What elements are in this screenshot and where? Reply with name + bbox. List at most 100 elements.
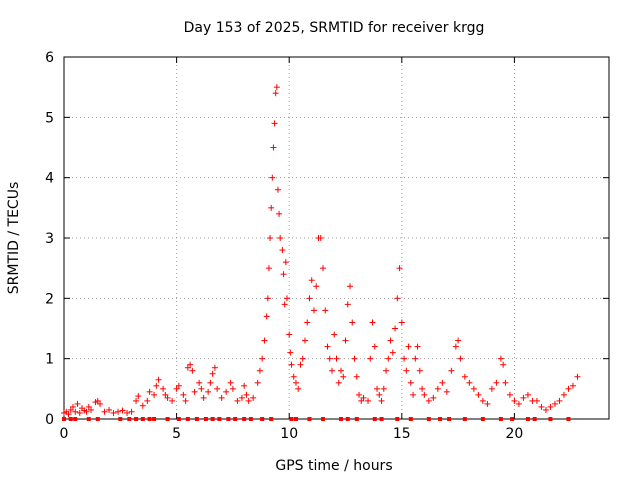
data-point: [380, 385, 387, 392]
data-point: [500, 361, 507, 368]
data-point: [416, 367, 423, 374]
zero-marker: [320, 417, 325, 421]
data-point: [83, 408, 90, 415]
zero-marker: [307, 417, 312, 421]
data-point: [280, 271, 287, 278]
zero-marker: [217, 417, 222, 421]
data-point: [319, 265, 326, 272]
data-point: [281, 301, 288, 308]
data-point: [276, 210, 283, 217]
zero-marker: [447, 417, 452, 421]
data-point: [295, 385, 302, 392]
data-point: [196, 379, 203, 386]
zero-marker: [203, 417, 208, 421]
data-point: [349, 319, 356, 326]
data-point: [250, 394, 257, 401]
data-point: [340, 373, 347, 380]
data-point: [443, 388, 450, 395]
data-point: [396, 265, 403, 272]
data-point: [119, 407, 126, 414]
data-point: [124, 409, 131, 416]
data-point: [419, 385, 426, 392]
data-point: [515, 400, 522, 407]
data-point: [538, 403, 545, 410]
data-point: [297, 361, 304, 368]
zero-marker: [73, 417, 78, 421]
data-point: [214, 385, 221, 392]
zero-marker: [165, 417, 170, 421]
data-point: [97, 400, 104, 407]
data-point: [160, 385, 167, 392]
data-point: [484, 400, 491, 407]
data-point: [279, 247, 286, 254]
data-point: [342, 337, 349, 344]
data-point: [209, 370, 216, 377]
data-point: [356, 391, 363, 398]
zero-marker: [372, 417, 377, 421]
data-point: [421, 391, 428, 398]
data-point: [191, 388, 198, 395]
data-point: [398, 319, 405, 326]
data-point: [227, 379, 234, 386]
data-point: [520, 394, 527, 401]
data-point: [542, 406, 549, 413]
data-point: [288, 361, 295, 368]
data-point: [287, 349, 294, 356]
data-point: [74, 400, 81, 407]
data-point: [259, 355, 266, 362]
data-point: [317, 235, 324, 241]
data-point: [425, 397, 432, 404]
data-point: [551, 400, 558, 407]
data-point: [234, 397, 241, 404]
x-tick-label: 0: [60, 426, 69, 442]
grid: [64, 57, 609, 419]
data-point: [282, 259, 289, 266]
data-point: [497, 355, 504, 362]
data-point: [506, 391, 513, 398]
data-point: [358, 397, 365, 404]
data-point: [207, 379, 214, 386]
zero-markers: [62, 417, 571, 421]
data-point: [139, 402, 146, 409]
y-tick-label: 1: [45, 352, 54, 368]
data-point: [286, 331, 293, 338]
data-point: [180, 391, 187, 398]
zero-marker: [498, 417, 503, 421]
zero-marker: [68, 417, 73, 421]
data-point: [533, 397, 540, 404]
zero-marker: [226, 417, 231, 421]
data-point: [169, 397, 176, 404]
data-point: [412, 355, 419, 362]
data-point: [198, 385, 205, 392]
data-point: [153, 382, 160, 389]
data-point: [324, 343, 331, 350]
data-point: [371, 343, 378, 350]
data-point: [335, 379, 342, 386]
data-point: [218, 394, 225, 401]
data-point: [155, 376, 162, 383]
zero-marker: [480, 417, 485, 421]
data-point: [403, 367, 410, 374]
data-point: [211, 364, 218, 371]
data-point: [205, 388, 212, 395]
zero-marker: [260, 417, 265, 421]
data-point: [223, 388, 230, 395]
zero-marker: [510, 417, 515, 421]
data-point: [200, 394, 207, 401]
data-point: [70, 403, 77, 410]
data-point: [414, 343, 421, 350]
zero-marker: [210, 417, 215, 421]
y-axis-ticks: 0 1 2 3 4 5 6: [45, 50, 609, 428]
data-point: [133, 397, 140, 404]
zero-marker: [408, 417, 413, 421]
data-point: [261, 337, 268, 344]
data-point: [448, 367, 455, 374]
data-point: [272, 90, 279, 97]
zero-marker: [127, 417, 132, 421]
data-point: [273, 84, 280, 91]
zero-marker: [86, 417, 91, 421]
data-point: [331, 331, 338, 338]
data-point: [187, 361, 194, 368]
y-tick-label: 6: [45, 50, 54, 66]
data-point: [488, 385, 495, 392]
